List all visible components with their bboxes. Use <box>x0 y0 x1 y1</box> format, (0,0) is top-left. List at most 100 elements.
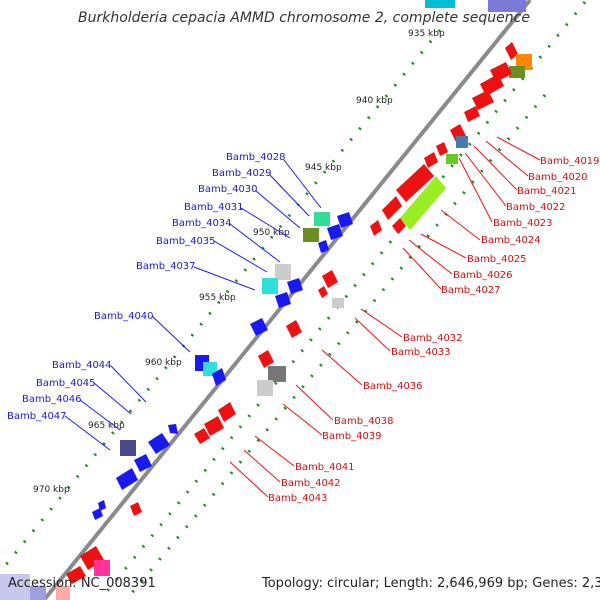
gene-label[interactable]: Bamb_4020 <box>528 172 588 183</box>
gene-label[interactable]: Bamb_4021 <box>517 186 577 197</box>
gene-arrow <box>204 416 224 436</box>
gene-arrow <box>318 240 329 253</box>
leader-line <box>464 152 507 207</box>
gene-label[interactable]: Bamb_4032 <box>403 333 463 344</box>
leader-line <box>283 159 322 209</box>
gene-label[interactable]: Bamb_4041 <box>295 462 355 473</box>
leader-line <box>440 209 481 241</box>
leader-line <box>269 174 310 217</box>
gene-arrow <box>327 224 343 240</box>
gene-label[interactable]: Bamb_4027 <box>441 285 501 296</box>
gene-arrow <box>392 218 406 234</box>
gene-label[interactable]: Bamb_4039 <box>322 431 382 442</box>
gene-block <box>94 560 110 576</box>
gene-label[interactable]: Bamb_4023 <box>493 218 553 229</box>
leader-line <box>496 136 541 161</box>
gene-arrow <box>322 270 338 288</box>
gene-arrow <box>337 212 353 228</box>
leader-line <box>93 382 132 415</box>
gene-label[interactable]: Bamb_4035 <box>156 236 216 247</box>
leader-line <box>79 399 121 431</box>
tick-label: 970 kbp <box>33 485 70 495</box>
gene-label[interactable]: Bamb_4026 <box>453 270 513 281</box>
gene-label[interactable]: Bamb_4036 <box>363 381 423 392</box>
leader-line <box>402 247 442 290</box>
gene-block <box>257 380 273 396</box>
leader-line <box>473 145 518 191</box>
gene-label[interactable]: Bamb_4024 <box>481 235 541 246</box>
leader-line <box>458 157 493 223</box>
kbp-tick-labels: 935 kbp 940 kbp 945 kbp 950 kbp 955 kbp … <box>33 29 445 495</box>
dot-lane-inner-2 <box>124 94 547 600</box>
gene-arrow <box>286 320 302 338</box>
gene-label[interactable]: Bamb_4040 <box>94 311 154 322</box>
gene-arrow <box>382 196 402 220</box>
gene-label[interactable]: Bamb_4045 <box>36 378 96 389</box>
gene-label[interactable]: Bamb_4031 <box>184 202 244 213</box>
gene-label[interactable]: Bamb_4019 <box>540 156 600 167</box>
reverse-genes <box>56 42 532 600</box>
gene-label[interactable]: Bamb_4038 <box>334 416 394 427</box>
gene-label[interactable]: Bamb_4043 <box>268 493 328 504</box>
gene-arrow <box>472 90 494 110</box>
gene-label[interactable]: Bamb_4029 <box>212 168 272 179</box>
leader-line <box>354 317 391 352</box>
gene-label[interactable]: Bamb_4044 <box>52 360 112 371</box>
leader-line <box>321 349 363 386</box>
gene-arrow <box>130 502 142 516</box>
gene-block <box>314 212 330 226</box>
gene-label[interactable]: Bamb_4022 <box>506 202 566 213</box>
gene-label[interactable]: Bamb_4042 <box>281 478 341 489</box>
gene-label[interactable]: Bamb_4028 <box>226 152 286 163</box>
gene-arrow <box>480 74 504 96</box>
tick-label: 935 kbp <box>408 29 445 39</box>
gene-arrow <box>464 106 480 122</box>
gene-label[interactable]: Bamb_4025 <box>467 254 527 265</box>
gene-arrow <box>287 278 303 294</box>
map-title: Burkholderia cepacia AMMD chromosome 2, … <box>78 10 530 26</box>
gene-arrow <box>370 220 382 236</box>
forward-leader-lines <box>64 159 322 451</box>
leader-line <box>151 315 191 353</box>
tick-label: 945 kbp <box>305 163 342 173</box>
leader-line <box>485 140 529 177</box>
gene-block <box>120 440 136 456</box>
gene-label[interactable]: Bamb_4046 <box>22 394 82 405</box>
leader-line <box>243 449 281 483</box>
gene-block <box>303 228 319 242</box>
gene-label[interactable]: Bamb_4047 <box>7 411 67 422</box>
gene-arrow <box>250 318 268 336</box>
forward-gene-labels: Bamb_4028 Bamb_4029 Bamb_4030 Bamb_4031 … <box>7 152 286 422</box>
leader-line <box>360 308 403 338</box>
gene-block <box>446 154 458 164</box>
gene-arrow <box>66 566 86 584</box>
gene-block <box>268 366 286 382</box>
leader-line <box>193 266 256 291</box>
gene-arrow <box>168 424 178 434</box>
gene-block <box>56 586 70 600</box>
gene-block <box>332 298 344 308</box>
leader-line <box>110 365 147 403</box>
gene-arrow <box>424 152 438 168</box>
gene-block <box>425 0 455 8</box>
gene-arrow <box>116 468 138 490</box>
leader-line <box>229 461 269 498</box>
gene-label[interactable]: Bamb_4030 <box>198 184 258 195</box>
gene-arrow <box>258 350 274 368</box>
gene-label[interactable]: Bamb_4034 <box>172 218 232 229</box>
leader-line <box>295 384 334 421</box>
tick-label: 940 kbp <box>356 96 393 106</box>
gene-arrow <box>436 142 448 156</box>
reverse-gene-labels: Bamb_4019 Bamb_4020 Bamb_4021 Bamb_4022 … <box>268 156 600 504</box>
gene-arrow <box>505 42 518 60</box>
gene-label[interactable]: Bamb_4033 <box>391 347 451 358</box>
topology-label: Topology: circular; Length: 2,646,969 bp… <box>261 576 600 591</box>
leader-line <box>240 207 291 239</box>
gene-arrow <box>275 292 291 308</box>
gene-arrow <box>396 164 434 202</box>
gene-block <box>262 278 278 294</box>
gene-label[interactable]: Bamb_4037 <box>136 261 196 272</box>
gene-arrow <box>92 508 103 520</box>
gene-arrow <box>148 433 170 454</box>
